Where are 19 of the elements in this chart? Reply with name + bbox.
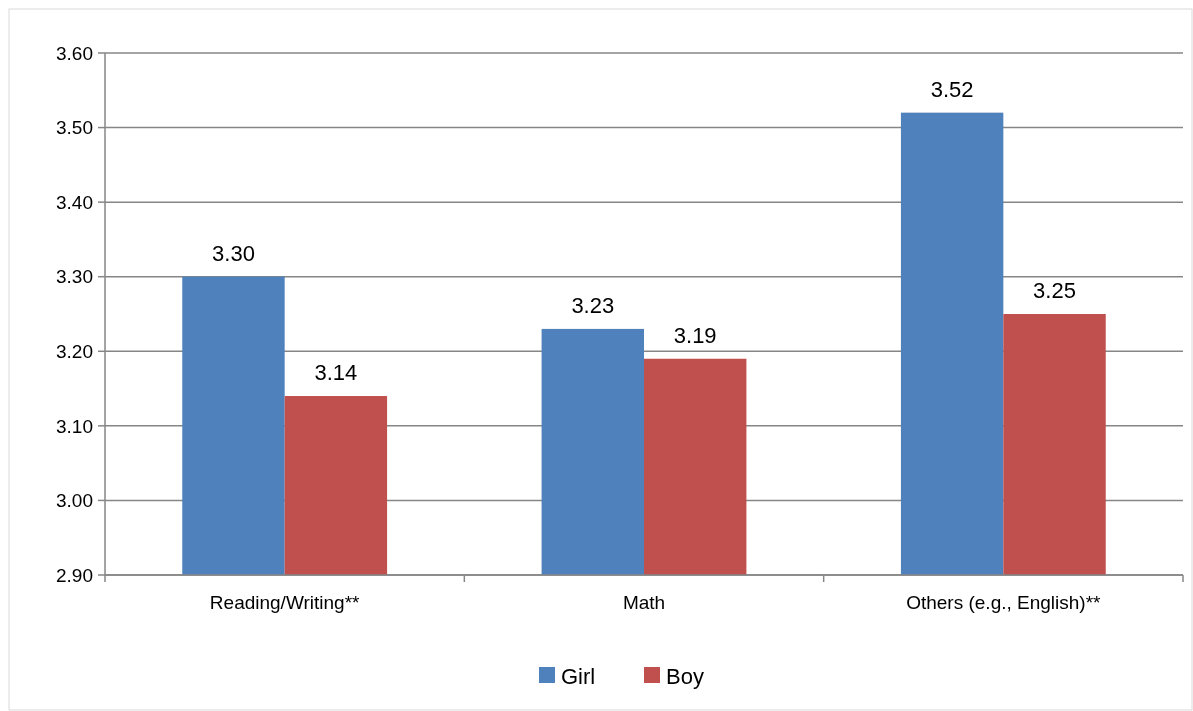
y-tick-label: 3.30 bbox=[56, 266, 93, 288]
text: 3.19 bbox=[673, 322, 717, 348]
x-tick-label: Others (e.g., English)** bbox=[906, 592, 1102, 613]
text: 3.30 bbox=[212, 240, 255, 266]
y-tick-label: 3.40 bbox=[56, 191, 93, 213]
legend-label: Girl bbox=[561, 663, 596, 689]
text: 3.52 bbox=[930, 76, 974, 102]
x-tick-label: Math bbox=[622, 592, 666, 613]
y-tick-label: 3.10 bbox=[56, 415, 93, 437]
text: 3.14 bbox=[314, 360, 358, 386]
text: 3.25 bbox=[1033, 278, 1076, 303]
y-tick-label: 3.20 bbox=[56, 340, 93, 362]
y-tick-label: 3.00 bbox=[56, 490, 93, 512]
legend-label: Boy bbox=[666, 663, 704, 689]
y-tick-label: 2.90 bbox=[56, 564, 93, 586]
x-tick-label: Reading/Writing** bbox=[209, 592, 361, 613]
y-tick-label: 3.60 bbox=[56, 42, 93, 64]
text: 3.23 bbox=[571, 292, 615, 318]
y-tick-label: 3.50 bbox=[56, 117, 93, 139]
